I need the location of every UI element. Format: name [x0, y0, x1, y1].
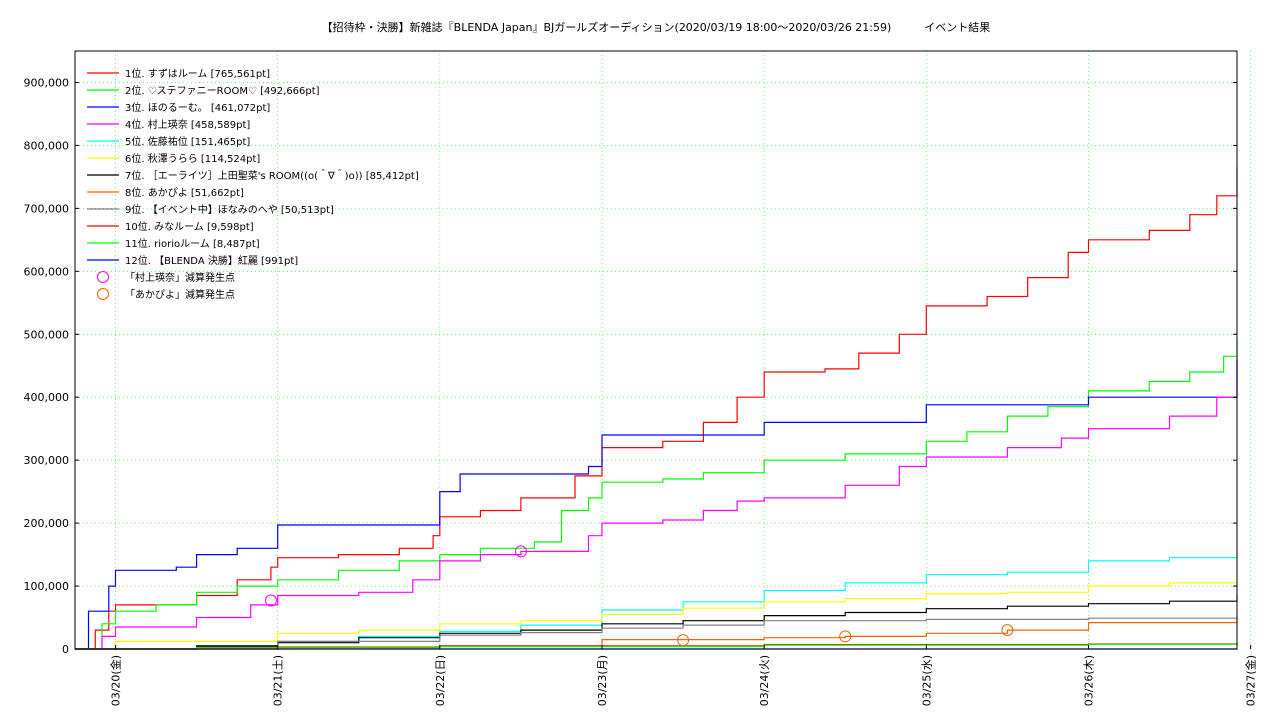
legend-label: 2位. ♡ステファニーROOM♡ [492,666pt] — [125, 84, 320, 97]
x-tick-label: 03/22(日) — [434, 655, 447, 706]
marker-point-2 — [839, 630, 852, 643]
x-tick-label: 03/26(木) — [1082, 655, 1095, 706]
marker-point-2 — [677, 634, 690, 647]
legend-label: 「村上瑛奈」減算発生点 — [125, 271, 235, 284]
y-tick-label: 100,000 — [24, 580, 70, 593]
series-line-2 — [75, 338, 1238, 650]
legend-label: 1位. すずはルーム [765,561pt] — [125, 67, 270, 80]
legend-marker-swatch — [97, 271, 109, 283]
x-tick-label: 03/20(金) — [109, 655, 123, 706]
legend-label: 10位. みなルーム [9,598pt] — [125, 220, 254, 233]
series-line-6 — [75, 576, 1238, 650]
y-tick-label: 0 — [62, 643, 69, 656]
y-tick-label: 200,000 — [24, 517, 70, 530]
series-line-3 — [75, 358, 1238, 650]
marker-point-1 — [264, 594, 277, 607]
y-tick-label: 600,000 — [24, 265, 70, 278]
y-tick-label: 800,000 — [24, 139, 70, 152]
y-tick-label: 400,000 — [24, 391, 70, 404]
legend-label: 5位. 佐藤祐位 [151,465pt] — [125, 135, 250, 148]
series-line-5 — [75, 553, 1238, 650]
legend-label: 3位. ほのるーむ。 [461,072pt] — [125, 101, 270, 114]
x-tick-label: 03/24(火) — [758, 655, 771, 706]
legend-label: 7位. ［エーライツ］上田聖菜's ROOM((o(＾∇＾)o)) [85,41… — [125, 168, 419, 182]
x-tick-label: 03/21(土) — [272, 655, 285, 706]
legend-label: 12位. 【BLENDA 決勝】紅麗 [991pt] — [125, 254, 298, 267]
legend-label: 11位. riorioルーム [8,487pt] — [125, 237, 260, 250]
y-tick-label: 500,000 — [24, 328, 70, 341]
series-line-7 — [75, 595, 1238, 650]
series-line-4 — [75, 360, 1238, 650]
legend-label: 6位. 秋澤うらら [114,524pt] — [125, 152, 260, 165]
grid — [75, 51, 1251, 649]
axes: 0 100,000 200,000 300,000 400,000 500,000 600,… — [24, 76, 1258, 706]
y-tick-label: 700,000 — [24, 202, 70, 215]
legend-label: 「あかぴよ」減算発生点 — [125, 288, 235, 301]
legend: 1位. すずはルーム [765,561pt] 2位. ♡ステファニーROOM♡ [… — [87, 67, 419, 301]
legend-label: 9位. 【イベント中】ほなみのへや [50,513pt] — [125, 203, 334, 216]
x-tick-label: 03/23(月) — [596, 655, 609, 706]
legend-marker-swatch — [97, 288, 109, 300]
marker-point-1 — [514, 545, 527, 558]
legend-label: 4位. 村上瑛奈 [458,589pt] — [125, 118, 250, 131]
y-tick-label: 900,000 — [24, 76, 70, 89]
plot-frame — [74, 50, 1238, 650]
series-line-9 — [75, 617, 1238, 650]
chart-title: 【招待枠・決勝】新雑誌『BLENDA Japan』BJガールズオーディション(2… — [322, 20, 991, 34]
legend-label: 8位. あかぴよ [51,662pt] — [125, 186, 244, 199]
marker-layer — [264, 545, 1014, 647]
x-tick-label: 03/25(水) — [920, 655, 933, 706]
y-tick-label: 300,000 — [24, 454, 70, 467]
marker-point-2 — [1001, 624, 1014, 637]
x-tick-label: 03/27(金) — [1244, 655, 1258, 706]
